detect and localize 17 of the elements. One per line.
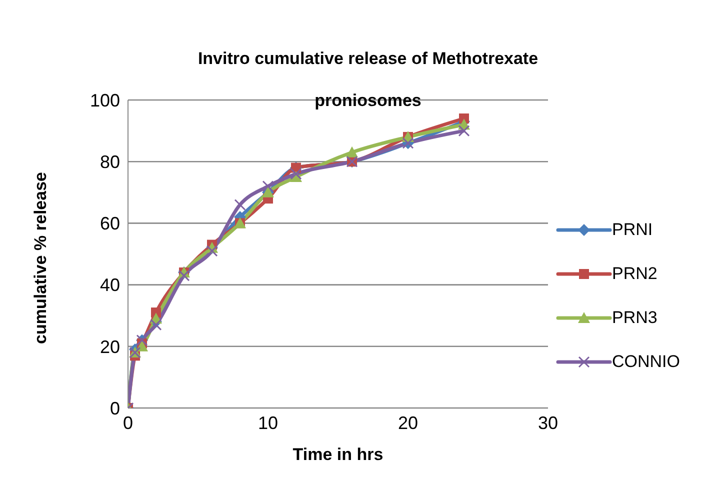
y-tick-label: 60 [100,214,120,234]
legend-label: PRNI [612,220,653,240]
x-axis-title: Time in hrs [292,445,384,464]
y-axis-title: cumulative % release [31,172,50,344]
legend-label: CONNIO [612,352,680,372]
chart-title: Invitro cumulative release of Methotrexate proniosomes [198,49,538,110]
x-tick-label: 0 [122,412,134,433]
y-tick-label: 40 [100,275,120,296]
legend-label: PRN3 [612,308,658,328]
y-tick-label: 20 [100,336,120,357]
y-tick-label: 80 [100,152,120,172]
y-tick-label: 100 [90,90,120,110]
legend-label: PRN2 [612,264,658,284]
x-tick-label: 20 [398,412,418,433]
x-tick-label: 30 [538,412,558,433]
x-tick-label: 10 [258,412,278,433]
y-tick-label: 0 [110,398,120,418]
